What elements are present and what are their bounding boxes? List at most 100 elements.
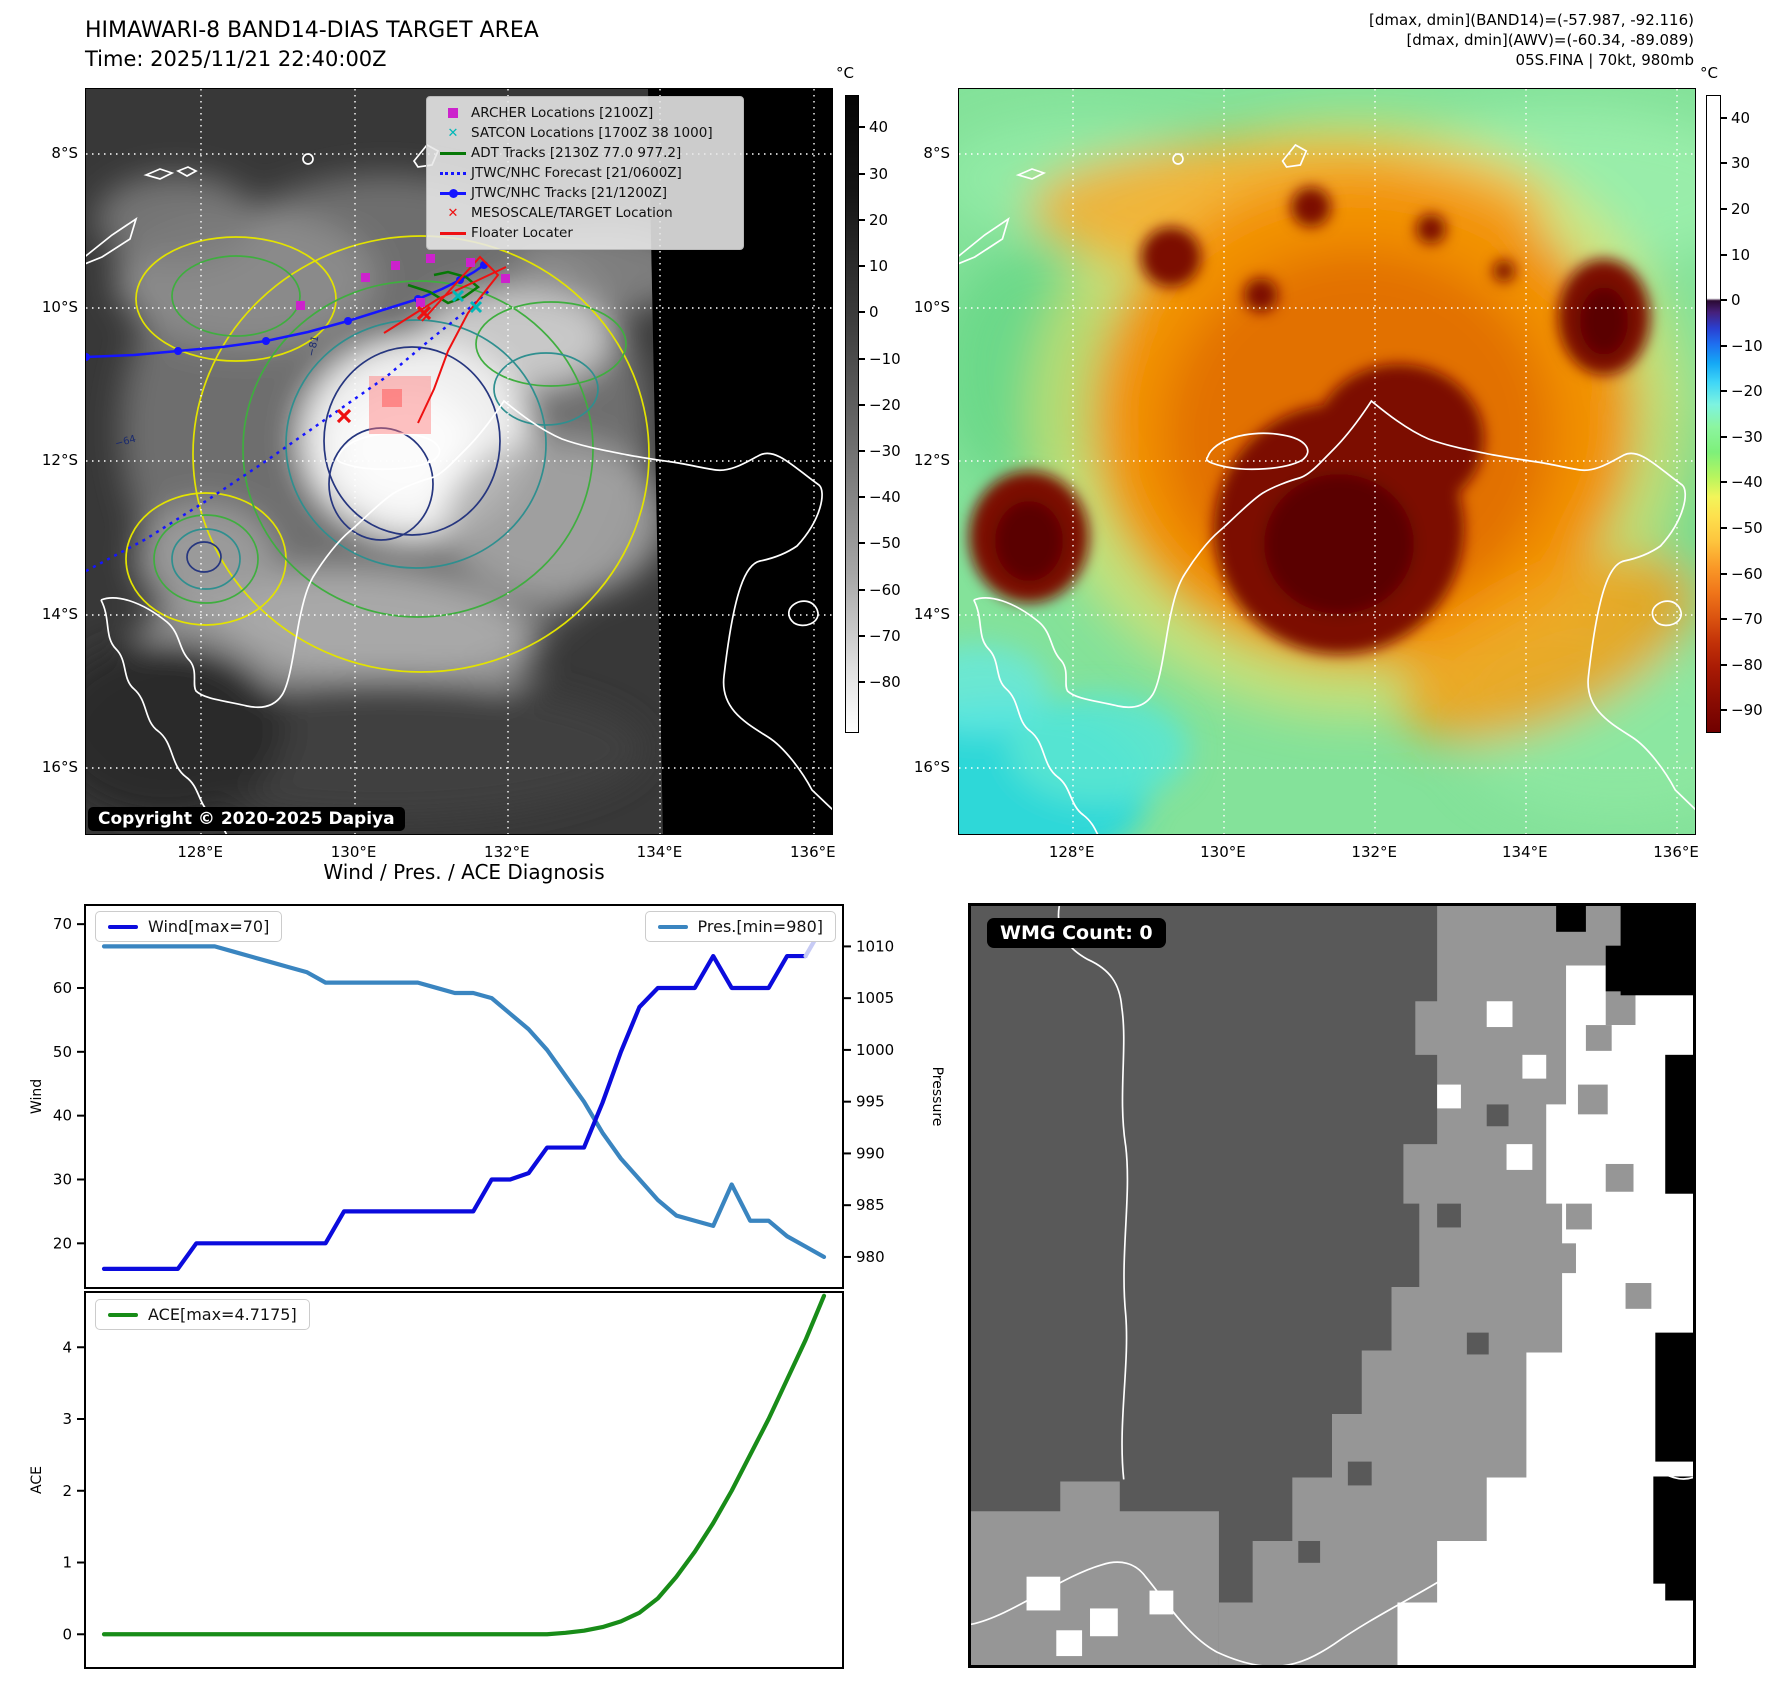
ace-legend: ACE[max=4.7175] — [95, 1299, 310, 1330]
wmg-map-art — [971, 906, 1693, 1665]
lon-tick-label: 130°E — [330, 843, 377, 861]
wind-pressure-chart: 70 60 50 40 30 20 Wind 1010 1005 1000 995 990 985 980… — [29, 904, 945, 1289]
series-line — [101, 953, 808, 1271]
colorbar-tick — [859, 357, 865, 360]
lon-tick-label: 128°E — [177, 843, 223, 861]
series-line — [101, 944, 827, 1260]
wmg-white-region — [1397, 965, 1693, 1665]
colorbar-tick-label: 30 — [869, 164, 889, 183]
copyright-badge: Copyright © 2020-2025 Dapiya — [88, 807, 405, 831]
colorbar-tick — [859, 634, 865, 637]
colorbar-tick-label: −50 — [869, 534, 901, 553]
colorbar-tick-label: −20 — [1731, 382, 1763, 401]
header-stats: [dmax, dmin](BAND14)=(-57.987, -92.116) … — [1369, 10, 1694, 70]
lon-tick-label: 130°E — [1200, 843, 1246, 861]
legend-item-label: ARCHER Locations [2100Z] — [471, 105, 654, 121]
colorbar-tick — [1721, 207, 1727, 210]
legend-item-label: SATCON Locations [1700Z 38 1000] — [471, 125, 713, 141]
legend-line-icon — [657, 924, 688, 929]
adt-track — [407, 270, 481, 305]
diagnosis-title: Wind / Pres. / ACE Diagnosis — [323, 860, 605, 884]
svg-text:0: 0 — [62, 1625, 72, 1643]
svg-text:20: 20 — [53, 1234, 72, 1252]
wmg-dark-speckles — [1298, 1104, 1509, 1563]
svg-text:1: 1 — [62, 1554, 72, 1572]
svg-text:990: 990 — [856, 1144, 885, 1162]
storm-info: 05S.FINA | 70kt, 980mb — [1515, 51, 1694, 69]
colorbar-tick-label: 30 — [1731, 154, 1751, 173]
colorbar-tick — [1721, 299, 1727, 302]
lon-tick-label: 136°E — [1653, 843, 1699, 861]
colorbar-tick-label: −60 — [869, 580, 901, 599]
square-marker-icon — [435, 108, 471, 118]
colorbar-tick — [1721, 253, 1727, 256]
svg-text:Wind: Wind — [29, 1079, 45, 1114]
svg-text:3: 3 — [62, 1410, 72, 1428]
x-marker-icon: ✕ — [447, 205, 459, 221]
legend-item: ✕ MESOSCALE/TARGET Location — [435, 203, 733, 223]
colorbar-tick-label: 0 — [1731, 291, 1741, 310]
svg-text:995: 995 — [856, 1093, 885, 1111]
archer-markers — [296, 254, 510, 310]
band14-colorbar — [845, 95, 859, 733]
wmg-count-badge: WMG Count: 0 — [987, 918, 1166, 948]
lat-tick-label: 16°S — [41, 758, 78, 777]
lat-tick-label: 14°S — [41, 604, 78, 623]
legend-item: JTWC/NHC Tracks [21/1200Z] — [435, 183, 733, 203]
svg-text:4: 4 — [62, 1338, 72, 1356]
colorbar-tick — [1721, 116, 1727, 119]
band14-colorbar-unit: °C — [836, 64, 854, 82]
svg-text:1000: 1000 — [856, 1041, 894, 1059]
colorbar-tick — [1721, 390, 1727, 393]
colorbar-tick-label: −50 — [1731, 518, 1763, 537]
awv-map-art — [959, 89, 1695, 834]
line-dot-icon — [435, 188, 471, 198]
lon-tick-label: 134°E — [1501, 843, 1548, 861]
colorbar-tick — [859, 218, 865, 221]
page-title: HIMAWARI-8 BAND14-DIAS TARGET AREA — [85, 18, 539, 43]
colorbar-tick-label: −30 — [1731, 427, 1763, 446]
colorbar-tick — [1721, 526, 1727, 529]
colorbar-tick — [1721, 572, 1727, 575]
svg-text:ACE: ACE — [29, 1466, 45, 1494]
lon-tick-label: 134°E — [636, 843, 683, 861]
band14-map-panel: −64 −81 ARCHER Locations [2100Z] ✕ SATCON L… — [85, 88, 833, 835]
wmg-panel: WMG Count: 0 — [968, 903, 1696, 1668]
colorbar-tick — [859, 403, 865, 406]
svg-text:1005: 1005 — [856, 989, 894, 1007]
colorbar-tick-label: 20 — [1731, 199, 1751, 218]
wind-legend: Wind[max=70] — [95, 911, 283, 942]
colorbar-tick — [1721, 618, 1727, 621]
lat-tick-label: 8°S — [51, 143, 78, 162]
svg-text:40: 40 — [53, 1107, 72, 1125]
lat-tick-label: 14°S — [913, 604, 950, 623]
colorbar-tick — [859, 172, 865, 175]
lat-tick-label: 12°S — [913, 451, 950, 469]
lon-tick-label: 132°E — [1351, 843, 1398, 861]
wmg-white-speckles — [1026, 1001, 1547, 1657]
coastline — [959, 143, 1695, 834]
svg-text:985: 985 — [856, 1196, 885, 1214]
svg-text:70: 70 — [53, 915, 72, 933]
colorbar-tick-label: −90 — [1731, 701, 1763, 720]
mesoscale-markers — [336, 305, 432, 424]
colorbar-tick-label: −60 — [1731, 564, 1763, 583]
ir-contours — [125, 235, 650, 673]
map-gridlines — [86, 89, 832, 834]
legend-item: ARCHER Locations [2100Z] — [435, 103, 733, 123]
awv-cool-sector — [959, 644, 1189, 834]
line-icon — [435, 231, 471, 235]
colorbar-tick — [1721, 435, 1727, 438]
colorbar-tick — [1721, 709, 1727, 712]
colorbar-tick-label: −70 — [869, 626, 901, 645]
dotted-line-icon — [435, 171, 471, 175]
legend-item-label: ADT Tracks [2130Z 77.0 977.2] — [471, 145, 682, 161]
awv-colorbar-unit: °C — [1700, 64, 1718, 82]
colorbar-tick-label: 40 — [869, 118, 889, 137]
colorbar-tick-label: −30 — [869, 441, 901, 460]
colorbar-tick — [859, 265, 865, 268]
mesoscale-box — [382, 389, 402, 407]
floater-track-1 — [417, 255, 500, 424]
colorbar-tick-label: −70 — [1731, 610, 1763, 629]
